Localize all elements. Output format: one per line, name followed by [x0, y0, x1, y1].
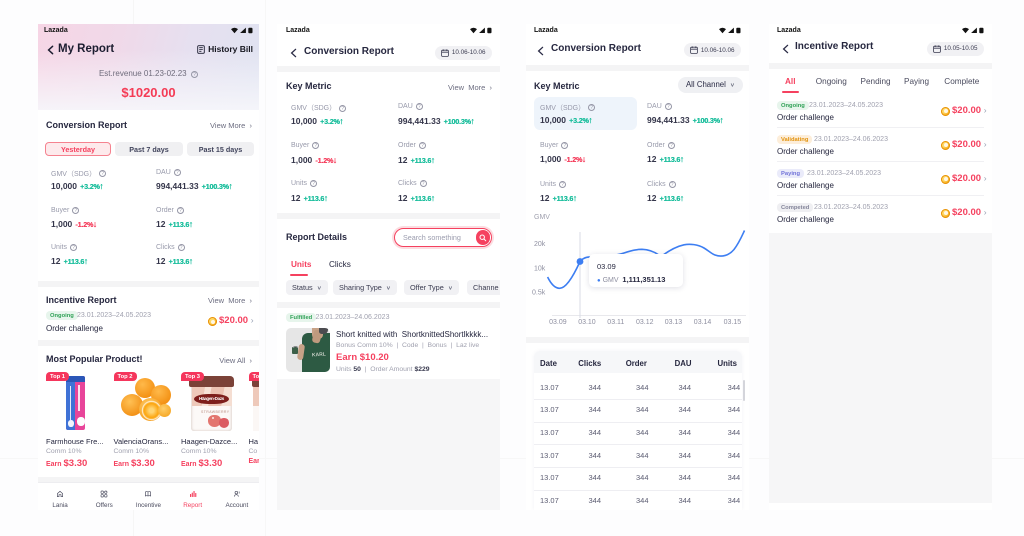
- svg-text:03.12: 03.12: [636, 319, 654, 326]
- svg-text:03.09: 03.09: [549, 319, 567, 326]
- svg-text:0.5k: 0.5k: [532, 290, 546, 297]
- svg-text:03.10: 03.10: [578, 319, 596, 326]
- svg-text:03.15: 03.15: [724, 319, 742, 326]
- svg-text:03.14: 03.14: [694, 319, 712, 326]
- svg-text:20k: 20k: [534, 241, 546, 248]
- svg-text:10k: 10k: [534, 266, 546, 273]
- svg-text:03.13: 03.13: [665, 319, 683, 326]
- svg-text:03.11: 03.11: [607, 319, 624, 326]
